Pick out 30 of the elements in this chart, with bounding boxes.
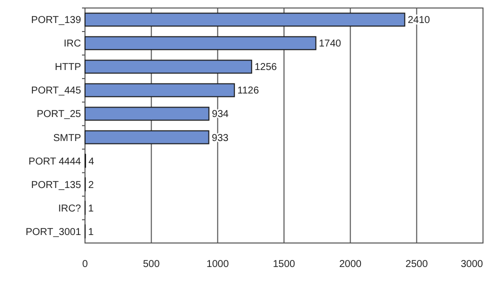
bar <box>84 130 210 144</box>
x-tick-label: 3000 <box>460 259 484 270</box>
y-tick-label: IRC <box>64 38 81 50</box>
bar <box>84 60 252 74</box>
data-label: 1 <box>88 203 94 214</box>
x-tick-label: 500 <box>142 259 160 270</box>
x-tick-label: 2000 <box>339 259 362 270</box>
y-tick-label: HTTP <box>54 62 82 74</box>
y-tick-label: PORT_3001 <box>26 226 82 238</box>
y-tick-label: PORT 4444 <box>28 156 82 168</box>
x-tick-label: 0 <box>82 259 88 270</box>
data-label: 1126 <box>237 86 260 97</box>
x-tick-label: 1500 <box>272 259 296 270</box>
bar <box>84 12 406 27</box>
data-label: 2 <box>88 180 94 191</box>
data-label: 4 <box>88 156 95 168</box>
y-tick-label: PORT_25 <box>36 109 82 120</box>
data-label: 1256 <box>254 62 278 74</box>
bar <box>84 36 316 50</box>
bar <box>84 83 235 98</box>
y-tick-label: PORT_135 <box>31 180 82 191</box>
x-tick-label: 2500 <box>406 259 428 270</box>
data-label: 1 <box>88 226 94 238</box>
y-tick-label: PORT_139 <box>31 15 82 26</box>
y-tick-label: IRC? <box>58 203 82 214</box>
x-tick-label: 1000 <box>206 259 230 270</box>
y-tick-label: PORT_445 <box>31 86 82 97</box>
data-label: 1740 <box>318 38 342 50</box>
bar <box>84 106 210 121</box>
y-tick-label: SMTP <box>53 132 82 144</box>
